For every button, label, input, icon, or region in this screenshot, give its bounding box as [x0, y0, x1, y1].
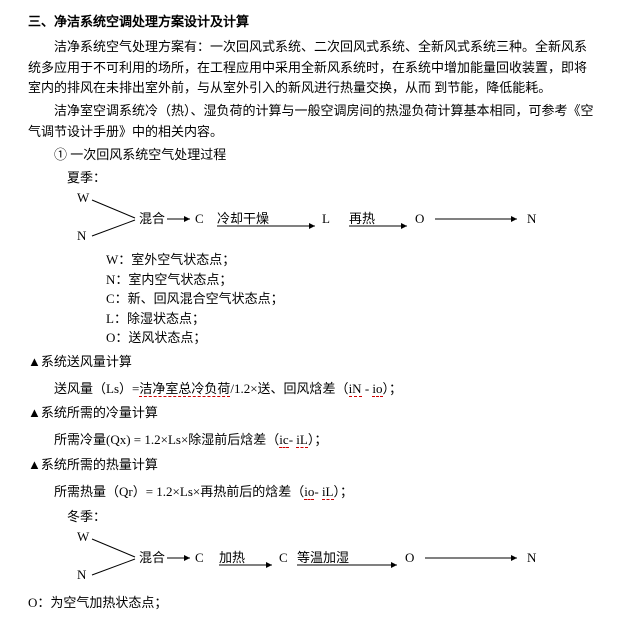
f3-io: io: [304, 484, 314, 500]
paragraph-2: 洁净室空调系统冷（热）、湿负荷的计算与一般空调房间的热湿负荷计算基本相同，可参考…: [28, 101, 595, 143]
paragraph-1: 洁净系统空气处理方案有：一次回风式系统、二次回风式系统、全新风式系统三种。全新风…: [28, 37, 595, 99]
section-title: 三、净洁系统空调处理方案设计及计算: [28, 12, 595, 33]
legend-c: C：新、回风混合空气状态点；: [106, 289, 595, 309]
flow-diagram-summer: W N 混合 C 冷却干燥 L 再热 O N: [67, 190, 567, 246]
label-cool: 冷却干燥: [217, 211, 269, 226]
season-winter: 冬季：: [67, 507, 595, 528]
f1-in: iN: [349, 381, 362, 397]
f1-io: io: [372, 381, 382, 397]
node-n: N: [77, 228, 87, 243]
w-node-n: N: [77, 567, 87, 582]
season-summer: 夏季：: [67, 168, 595, 189]
item-1: ① 一次回风系统空气处理过程: [54, 145, 595, 166]
w-node-c: C: [195, 550, 204, 565]
w-node-c2: C: [279, 550, 288, 565]
node-o: O: [415, 211, 424, 226]
f1-b: 洁净室总冷负荷: [139, 381, 230, 397]
diagram-winter: W N 混合 C 加热 C 等温加湿 O N: [67, 529, 595, 585]
calc-heating-title: ▲系统所需的热量计算: [28, 455, 595, 476]
diagram-summer: W N 混合 C 冷却干燥 L 再热 O N: [67, 190, 595, 246]
w-label-heat: 加热: [219, 550, 245, 565]
node-l: L: [322, 211, 330, 226]
f3-b: ）；: [334, 484, 354, 499]
w-label-humid: 等温加湿: [297, 550, 349, 565]
legend-n: N：室内空气状态点；: [106, 270, 595, 290]
calc-cooling-title: ▲系统所需的冷量计算: [28, 403, 595, 424]
legend-w: W：室外空气状态点；: [106, 250, 595, 270]
node-c: C: [195, 211, 204, 226]
f3-il: iL: [322, 484, 334, 500]
calc-airflow-formula: 送风量（Ls）=洁净室总冷负荷/1.2×送、回风焓差（iN - io）；: [54, 379, 595, 400]
label-reheat: 再热: [349, 211, 375, 226]
f1-d: ）；: [383, 381, 403, 396]
node-w: W: [77, 190, 90, 205]
f2-il: iL: [296, 432, 308, 448]
w-node-o: O: [405, 550, 414, 565]
calc-cooling-formula: 所需冷量(Qx) = 1.2×Ls×除湿前后焓差（ic- iL）；: [54, 430, 595, 451]
f2-ic: ic: [279, 432, 288, 448]
f2-b: ）；: [308, 432, 328, 447]
w-node-w: W: [77, 529, 90, 544]
legend-o: O：送风状态点；: [106, 328, 595, 348]
bottom-note: O：为空气加热状态点；: [28, 593, 595, 614]
f3-a: 所需热量（Qr）= 1.2×Ls×再热前后的焓差（: [54, 484, 304, 499]
f1-c: /1.2×送、回风焓差（: [230, 381, 348, 396]
node-n2: N: [527, 211, 537, 226]
f1-a: 送风量（Ls）=: [54, 381, 139, 396]
flow-diagram-winter: W N 混合 C 加热 C 等温加湿 O N: [67, 529, 587, 585]
calc-heating-formula: 所需热量（Qr）= 1.2×Ls×再热前后的焓差（io- iL）；: [54, 482, 595, 503]
f1-dash: -: [362, 381, 373, 396]
w-label-mix: 混合: [139, 550, 165, 565]
w-node-n2: N: [527, 550, 537, 565]
legend-l: L：除湿状态点；: [106, 309, 595, 329]
f3-dash: -: [314, 484, 322, 499]
f2-a: 所需冷量(Qx) = 1.2×Ls×除湿前后焓差（: [54, 432, 279, 447]
label-mix: 混合: [139, 211, 165, 226]
calc-airflow-title: ▲系统送风量计算: [28, 352, 595, 373]
